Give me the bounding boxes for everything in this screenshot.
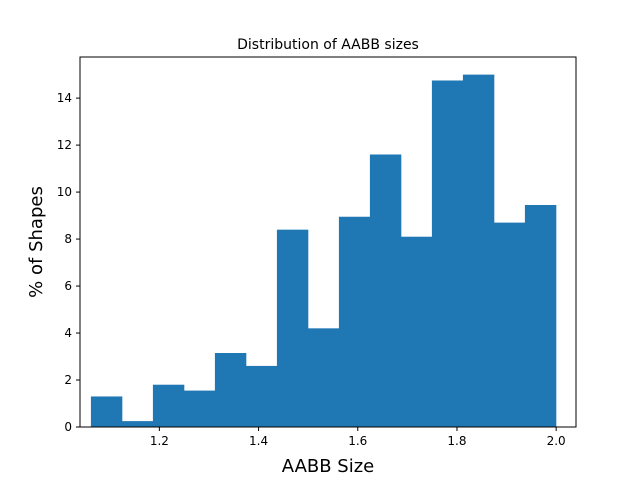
- y-tick-label: 4: [64, 326, 72, 340]
- x-axis-title: AABB Size: [282, 456, 375, 477]
- histogram-bar: [214, 353, 247, 427]
- histogram-bar: [524, 205, 557, 427]
- histogram-bar: [90, 396, 123, 427]
- bars-layer: [90, 74, 557, 428]
- y-tick-label: 14: [57, 91, 72, 105]
- x-tick-label: 1.2: [150, 434, 169, 448]
- histogram-bar: [493, 222, 526, 427]
- histogram-bar: [245, 365, 278, 427]
- histogram-bar: [121, 421, 154, 427]
- histogram-bar: [400, 236, 433, 427]
- chart-title: Distribution of AABB sizes: [237, 37, 419, 53]
- y-axis-ticks: 0 2 4 6 8 10 12 14: [57, 91, 80, 434]
- y-tick-label: 2: [64, 373, 72, 387]
- histogram-bar: [369, 154, 402, 428]
- x-tick-label: 1.8: [447, 434, 466, 448]
- y-tick-label: 12: [57, 138, 72, 152]
- histogram-bar: [338, 216, 371, 427]
- y-tick-label: 6: [64, 279, 72, 293]
- histogram-bar: [462, 74, 495, 428]
- y-tick-label: 10: [57, 185, 72, 199]
- x-tick-label: 1.4: [249, 434, 268, 448]
- histogram-bar: [276, 229, 309, 427]
- histogram-bar: [183, 390, 216, 427]
- y-tick-label: 8: [64, 232, 72, 246]
- plot-frame: [79, 56, 577, 428]
- x-tick-label: 1.6: [348, 434, 367, 448]
- histogram-bar: [307, 328, 340, 427]
- histogram-bar: [152, 384, 185, 427]
- x-axis-ticks: 1.2 1.4 1.6 1.8 2.0: [150, 427, 566, 448]
- y-axis-title: % of Shapes: [26, 186, 47, 298]
- histogram-bar: [431, 80, 464, 428]
- x-tick-label: 2.0: [547, 434, 566, 448]
- y-tick-label: 0: [64, 420, 72, 434]
